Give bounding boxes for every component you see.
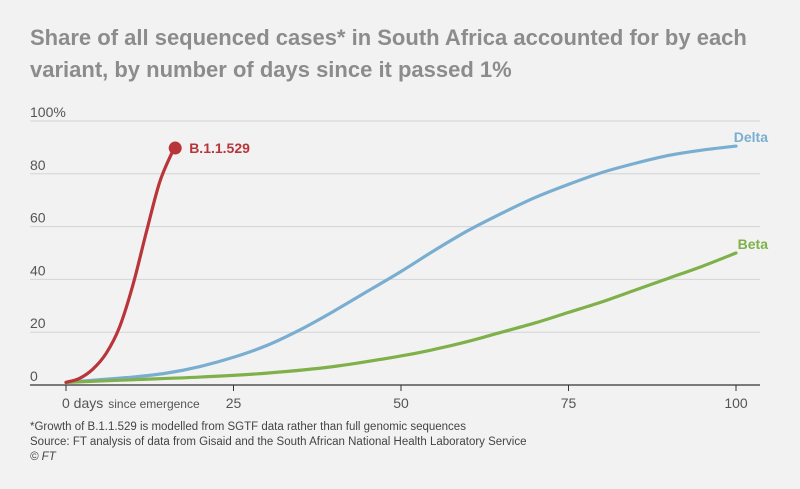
y-tick-label: 100% (30, 104, 66, 120)
x-tick-label: 25 (226, 395, 242, 411)
y-tick-label: 80 (30, 157, 46, 173)
series-label-b-1-1-529: B.1.1.529 (189, 140, 250, 156)
series-endpoint-b-1-1-529 (168, 141, 182, 155)
line-chart: 0 20 40 60 80 100% 0 days since emergence 25 50 7… (30, 104, 768, 411)
footnote-source: Source: FT analysis of data from Gisaid … (30, 436, 527, 448)
y-tick-label: 0 (30, 368, 38, 384)
footnote-credit: © FT (30, 451, 56, 463)
chart-title: Share of all sequenced cases* in South A… (30, 25, 747, 82)
series-labels: Delta Beta B.1.1.529 (189, 129, 768, 252)
series-line-beta (64, 251, 738, 384)
footnotes: *Growth of B.1.1.529 is modelled from SG… (30, 420, 526, 465)
y-tick-label: 40 (30, 262, 46, 278)
x-tick-label: 0 days since emergence (62, 395, 200, 411)
series-line-delta (64, 144, 738, 384)
x-axis-tick-labels: 0 days since emergence 25 50 75 100 (62, 385, 748, 411)
series-line-b-1-1-529 (64, 148, 175, 384)
series-label-beta: Beta (738, 236, 769, 252)
gridlines (30, 120, 760, 386)
series-lines (64, 141, 738, 384)
x-tick-label: 75 (561, 395, 577, 411)
footnote-note: *Growth of B.1.1.529 is modelled from SG… (30, 421, 466, 433)
y-tick-label: 60 (30, 210, 46, 226)
x-tick-label: 50 (393, 395, 409, 411)
y-axis-tick-labels: 0 20 40 60 80 100% (30, 104, 66, 384)
y-tick-label: 20 (30, 315, 46, 331)
x-tick-label: 100 (724, 395, 748, 411)
x-axis-suffix: since emergence (108, 397, 200, 411)
series-label-delta: Delta (734, 129, 768, 145)
